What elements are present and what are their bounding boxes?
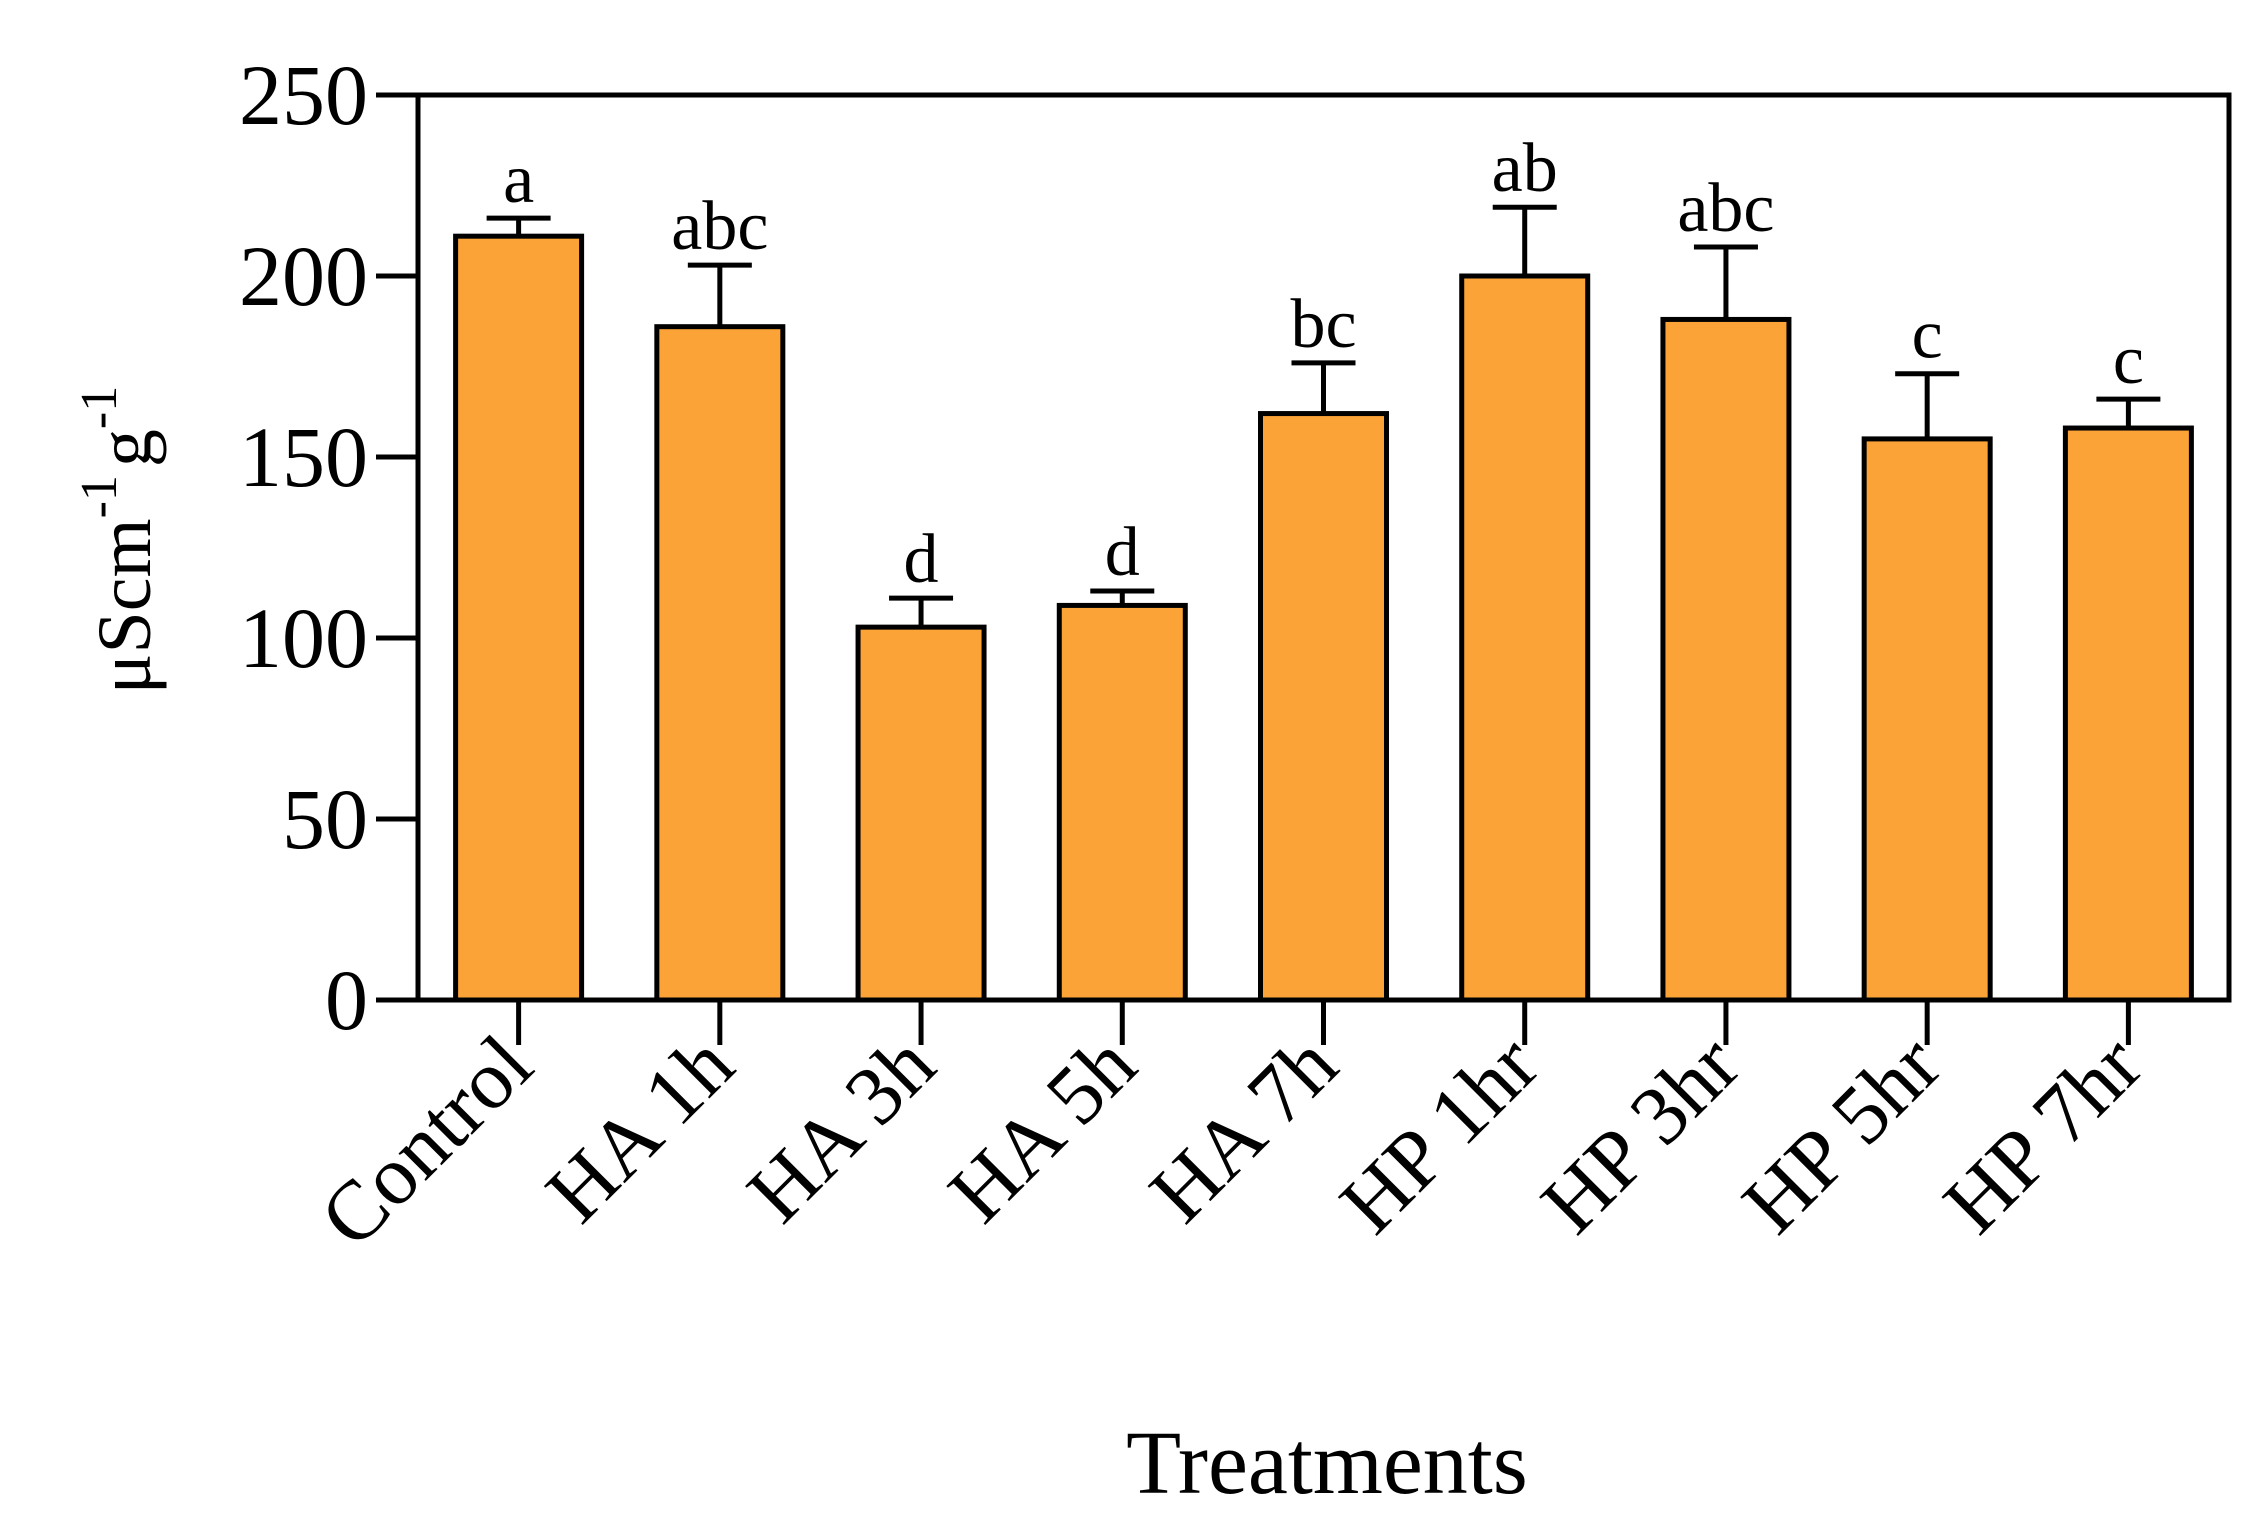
bar xyxy=(2062,425,2194,1003)
x-tick-label: HA 5h xyxy=(931,1018,1154,1241)
significance-letter: bc xyxy=(1290,286,1356,363)
y-axis-label: μScm-1g-1 xyxy=(71,386,167,695)
y-tick-label: 150 xyxy=(239,409,368,505)
bar xyxy=(1459,273,1591,1003)
x-tick-label: HA 1h xyxy=(529,1018,752,1241)
y-tick-label: 100 xyxy=(239,590,368,686)
x-axis-label: Treatments xyxy=(1126,1414,1528,1513)
y-tick-label: 50 xyxy=(282,771,368,867)
x-tick-label: HA 7h xyxy=(1132,1018,1355,1241)
significance-letter: d xyxy=(904,521,939,598)
x-tick-label: HP 1hr xyxy=(1323,1018,1557,1252)
significance-letter: ab xyxy=(1492,130,1558,207)
y-axis-label-mid: g xyxy=(83,429,167,467)
y-tick-label: 200 xyxy=(239,228,368,324)
bar xyxy=(1660,316,1792,1003)
x-tick-label: Control xyxy=(303,1018,550,1265)
bar xyxy=(654,324,786,1003)
significance-letter: abc xyxy=(1677,170,1774,247)
y-axis-label-sup2: -1 xyxy=(71,386,128,429)
significance-letter: d xyxy=(1105,514,1140,591)
significance-letter: c xyxy=(2113,322,2144,399)
y-tick-label: 0 xyxy=(325,952,368,1048)
x-tick-label: HP 5hr xyxy=(1725,1018,1959,1252)
significance-letter: a xyxy=(503,141,534,218)
x-tick-label: HP 3hr xyxy=(1524,1018,1758,1252)
x-tick-label: HP 7hr xyxy=(1926,1018,2160,1252)
significance-letter: abc xyxy=(671,188,768,265)
bar xyxy=(1258,411,1389,1003)
y-tick-label: 250 xyxy=(239,47,368,143)
x-tick-label: HA 3h xyxy=(730,1018,953,1241)
bar xyxy=(453,233,585,1003)
y-axis-label-base: μScm xyxy=(83,518,167,694)
y-axis-label-sup1: -1 xyxy=(71,475,128,518)
bar xyxy=(1056,602,1188,1003)
significance-letter: c xyxy=(1912,297,1943,374)
bar xyxy=(1861,436,1993,1003)
bar xyxy=(855,624,987,1003)
